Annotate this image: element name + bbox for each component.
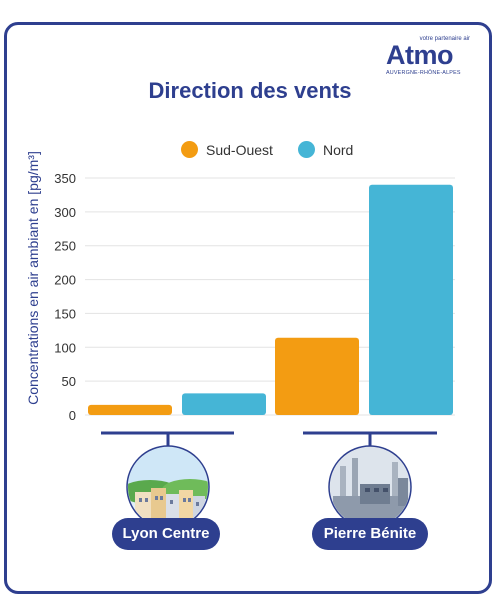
station-label-pierre-benite: Pierre Bénite [312,518,428,550]
lyon-centre-illustration-icon [120,446,218,528]
y-tick-label: 300 [54,205,76,220]
y-tick-label: 250 [54,239,76,254]
y-tick-label: 200 [54,273,76,288]
station-label-lyon-centre: Lyon Centre [112,518,220,550]
y-tick-label: 350 [54,171,76,186]
bar-sud-ouest-pierre-benite [275,338,359,415]
y-tick-label: 50 [62,374,76,389]
y-tick-label: 100 [54,340,76,355]
pierre-benite-illustration-icon [320,446,420,528]
bar-nord-pierre-benite [369,185,453,415]
y-tick-label: 0 [69,408,76,423]
y-tick-label: 150 [54,306,76,321]
bar-nord-lyon-centre [182,393,266,415]
bar-sud-ouest-lyon-centre [88,405,172,415]
